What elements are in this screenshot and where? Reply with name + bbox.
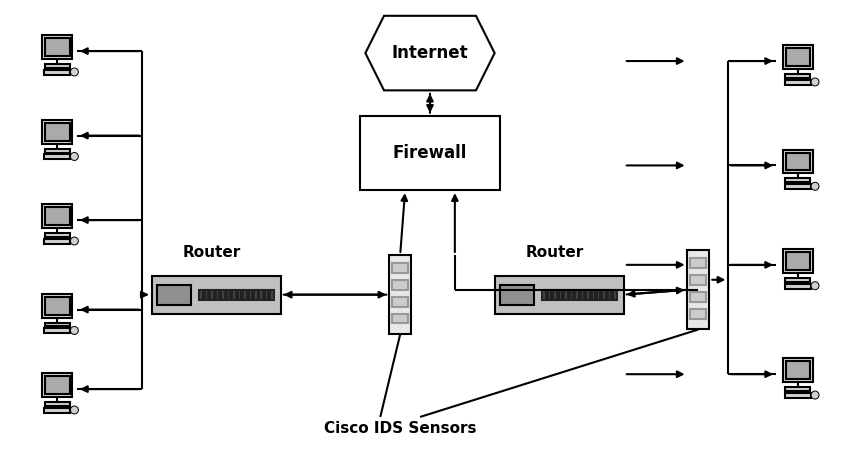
FancyBboxPatch shape <box>785 387 810 391</box>
FancyBboxPatch shape <box>152 276 281 314</box>
FancyBboxPatch shape <box>495 276 624 314</box>
FancyBboxPatch shape <box>243 290 247 299</box>
FancyBboxPatch shape <box>586 290 589 299</box>
FancyBboxPatch shape <box>613 290 617 299</box>
FancyBboxPatch shape <box>42 294 72 317</box>
FancyBboxPatch shape <box>265 290 269 299</box>
FancyBboxPatch shape <box>361 116 500 190</box>
FancyBboxPatch shape <box>785 153 810 170</box>
FancyBboxPatch shape <box>784 184 811 189</box>
FancyBboxPatch shape <box>210 290 214 299</box>
FancyBboxPatch shape <box>44 155 70 159</box>
Circle shape <box>811 391 819 399</box>
FancyBboxPatch shape <box>271 290 274 299</box>
FancyBboxPatch shape <box>45 297 70 315</box>
FancyBboxPatch shape <box>45 323 70 327</box>
FancyBboxPatch shape <box>783 150 813 173</box>
FancyBboxPatch shape <box>553 290 557 299</box>
FancyBboxPatch shape <box>592 290 595 299</box>
Circle shape <box>811 182 819 190</box>
FancyBboxPatch shape <box>199 290 203 299</box>
Polygon shape <box>365 16 495 90</box>
FancyBboxPatch shape <box>500 285 534 305</box>
FancyBboxPatch shape <box>542 290 545 299</box>
FancyBboxPatch shape <box>597 290 600 299</box>
FancyBboxPatch shape <box>785 361 810 379</box>
FancyBboxPatch shape <box>558 290 563 299</box>
FancyBboxPatch shape <box>784 284 811 289</box>
Circle shape <box>811 78 819 86</box>
FancyBboxPatch shape <box>389 255 411 335</box>
Circle shape <box>70 152 78 160</box>
FancyBboxPatch shape <box>785 252 810 270</box>
FancyBboxPatch shape <box>608 290 612 299</box>
FancyBboxPatch shape <box>784 393 811 398</box>
FancyBboxPatch shape <box>393 314 408 324</box>
Circle shape <box>70 68 78 76</box>
FancyBboxPatch shape <box>42 120 72 144</box>
FancyBboxPatch shape <box>783 45 813 69</box>
FancyBboxPatch shape <box>45 208 70 225</box>
Text: Firewall: Firewall <box>393 144 467 162</box>
Text: Router: Router <box>182 246 241 260</box>
FancyBboxPatch shape <box>785 48 810 66</box>
Circle shape <box>70 406 78 414</box>
FancyBboxPatch shape <box>691 275 706 285</box>
FancyBboxPatch shape <box>232 290 235 299</box>
Circle shape <box>811 282 819 290</box>
FancyBboxPatch shape <box>45 149 70 152</box>
FancyBboxPatch shape <box>42 373 72 397</box>
FancyBboxPatch shape <box>222 290 225 299</box>
FancyBboxPatch shape <box>785 278 810 282</box>
FancyBboxPatch shape <box>564 290 568 299</box>
FancyBboxPatch shape <box>259 290 263 299</box>
FancyBboxPatch shape <box>687 250 710 329</box>
FancyBboxPatch shape <box>44 239 70 244</box>
FancyBboxPatch shape <box>691 292 706 302</box>
FancyBboxPatch shape <box>581 290 584 299</box>
FancyBboxPatch shape <box>393 280 408 290</box>
FancyBboxPatch shape <box>248 290 252 299</box>
FancyBboxPatch shape <box>227 290 230 299</box>
FancyBboxPatch shape <box>45 64 70 68</box>
FancyBboxPatch shape <box>45 402 70 406</box>
FancyBboxPatch shape <box>216 290 219 299</box>
FancyBboxPatch shape <box>42 35 72 59</box>
FancyBboxPatch shape <box>44 328 70 334</box>
FancyBboxPatch shape <box>45 123 70 140</box>
Text: Internet: Internet <box>392 44 468 62</box>
FancyBboxPatch shape <box>393 263 408 273</box>
FancyBboxPatch shape <box>783 249 813 273</box>
FancyBboxPatch shape <box>691 258 706 268</box>
FancyBboxPatch shape <box>393 297 408 307</box>
FancyBboxPatch shape <box>42 204 72 228</box>
FancyBboxPatch shape <box>548 290 551 299</box>
Circle shape <box>70 237 78 245</box>
FancyBboxPatch shape <box>570 290 573 299</box>
FancyBboxPatch shape <box>602 290 606 299</box>
FancyBboxPatch shape <box>254 290 258 299</box>
FancyBboxPatch shape <box>44 70 70 75</box>
Text: Cisco IDS Sensors: Cisco IDS Sensors <box>324 421 477 436</box>
FancyBboxPatch shape <box>45 377 70 394</box>
FancyBboxPatch shape <box>784 80 811 85</box>
FancyBboxPatch shape <box>238 290 241 299</box>
FancyBboxPatch shape <box>785 178 810 182</box>
FancyBboxPatch shape <box>576 290 579 299</box>
FancyBboxPatch shape <box>156 285 192 305</box>
FancyBboxPatch shape <box>785 74 810 78</box>
Circle shape <box>70 327 78 335</box>
FancyBboxPatch shape <box>44 408 70 413</box>
FancyBboxPatch shape <box>691 308 706 318</box>
FancyBboxPatch shape <box>45 39 70 56</box>
FancyBboxPatch shape <box>204 290 208 299</box>
FancyBboxPatch shape <box>45 233 70 237</box>
Text: Router: Router <box>525 246 583 260</box>
FancyBboxPatch shape <box>783 358 813 382</box>
